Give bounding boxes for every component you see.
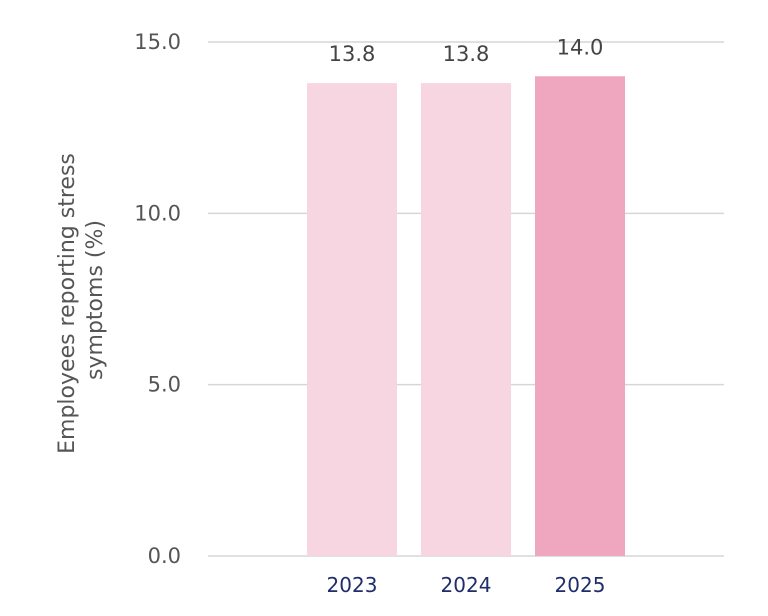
- bar-2023: [307, 83, 397, 557]
- bar-2025: [535, 76, 625, 557]
- y-tick-label: 0.0: [148, 544, 181, 568]
- data-label-2024: 13.8: [443, 42, 490, 66]
- bar-2024: [421, 83, 511, 557]
- y-axis-label-line-1: Employees reporting stress: [55, 153, 80, 454]
- y-axis-tick-labels: 0.0 5.0 10.0 15.0: [134, 30, 181, 568]
- x-tick-label-2025: 2025: [555, 573, 606, 597]
- bars: [307, 76, 625, 557]
- y-tick-label: 15.0: [134, 30, 181, 54]
- data-label-2023: 13.8: [329, 42, 376, 66]
- y-tick-label: 5.0: [148, 373, 181, 397]
- x-tick-label-2023: 2023: [327, 573, 378, 597]
- y-tick-label: 10.0: [134, 201, 181, 225]
- data-labels: 13.8 13.8 14.0: [329, 35, 604, 66]
- y-axis-label: Employees reporting stress symptoms (%): [55, 146, 108, 454]
- y-axis-label-line-2: symptoms (%): [83, 220, 108, 380]
- x-tick-label-2024: 2024: [441, 573, 492, 597]
- x-axis-tick-labels: 2023 2024 2025: [327, 573, 606, 597]
- data-label-2025: 14.0: [557, 35, 604, 59]
